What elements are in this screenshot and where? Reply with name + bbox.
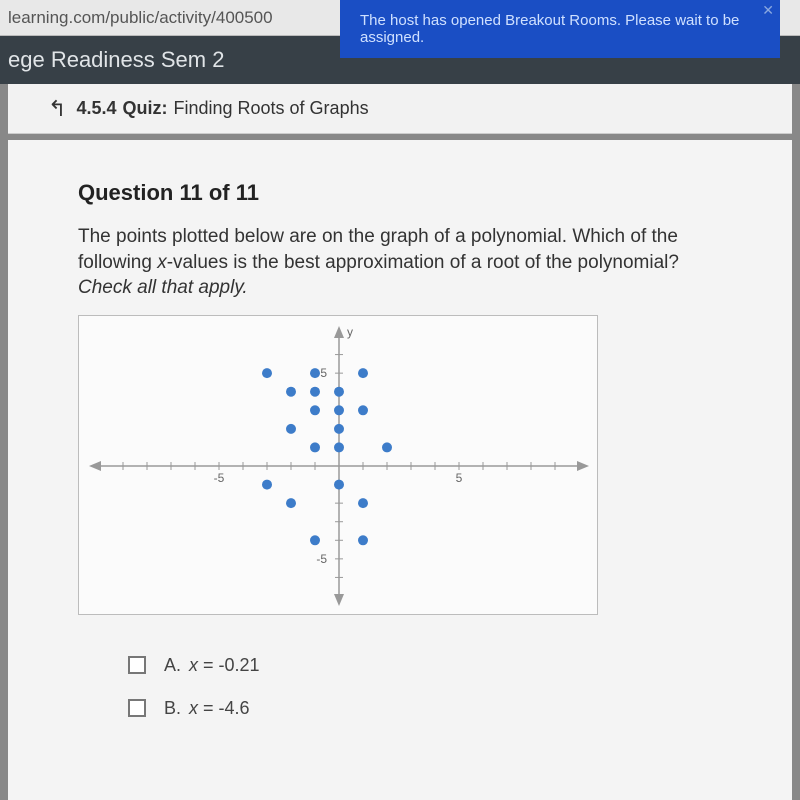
answer-list: A. x = -0.21 B. x = -4.6 [78, 655, 722, 719]
prompt-italic-x: x [157, 252, 167, 273]
url-text: learning.com/public/activity/400500 [8, 8, 273, 28]
scatter-chart: -5 5 -5 5 y [78, 315, 598, 615]
answer-text: x = -4.6 [189, 698, 250, 719]
question-prompt: The points plotted below are on the grap… [78, 224, 722, 301]
quiz-number: 4.5.4 [76, 98, 116, 119]
checkbox-b[interactable] [128, 699, 146, 717]
answer-option-b[interactable]: B. x = -4.6 [128, 698, 722, 719]
quiz-label: Quiz: [122, 98, 167, 119]
quiz-header: ↰ 4.5.4 Quiz: Finding Roots of Graphs [8, 84, 792, 134]
answer-letter: A. [164, 655, 181, 676]
answer-text: x = -0.21 [189, 655, 260, 676]
quiz-title: Finding Roots of Graphs [173, 98, 368, 119]
svg-text:5: 5 [320, 366, 327, 380]
svg-text:y: y [347, 325, 353, 339]
checkbox-a[interactable] [128, 656, 146, 674]
answer-option-a[interactable]: A. x = -0.21 [128, 655, 722, 676]
svg-text:5: 5 [456, 471, 463, 485]
answer-letter: B. [164, 698, 181, 719]
close-icon[interactable]: ✕ [762, 2, 774, 19]
svg-text:-5: -5 [214, 471, 225, 485]
question-content: Question 11 of 11 The points plotted bel… [8, 140, 792, 800]
breakout-notification: The host has opened Breakout Rooms. Plea… [340, 0, 780, 58]
back-arrow-icon[interactable]: ↰ [48, 96, 66, 122]
question-counter: Question 11 of 11 [78, 180, 722, 206]
svg-text:-5: -5 [316, 552, 327, 566]
chart-svg: -5 5 -5 5 y [79, 316, 599, 616]
notification-text: The host has opened Breakout Rooms. Plea… [360, 12, 760, 46]
course-title: ege Readiness Sem 2 [8, 47, 224, 73]
prompt-mid: -values is the best approximation of a r… [167, 252, 679, 273]
prompt-check-all: Check all that apply. [78, 277, 248, 298]
